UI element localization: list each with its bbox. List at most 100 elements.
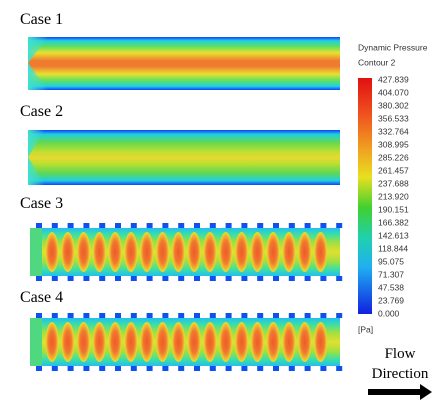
rib (83, 313, 90, 318)
colorbar-label: 142.613 (378, 230, 409, 240)
rib (304, 313, 311, 318)
colorbar (358, 78, 372, 314)
rib (146, 366, 153, 371)
rib (67, 223, 74, 228)
colorbar-label: 95.075 (378, 256, 404, 266)
pressure-cell (140, 322, 154, 362)
rib (241, 366, 248, 371)
pressure-cell (235, 322, 249, 362)
rib (209, 313, 216, 318)
pressure-cell (250, 322, 264, 362)
rib (336, 366, 343, 371)
pressure-cell (61, 232, 75, 272)
rib (209, 276, 216, 281)
rib (162, 276, 169, 281)
pressure-cell (314, 322, 328, 362)
rib (288, 223, 295, 228)
contour (28, 37, 340, 90)
pressure-cell (140, 232, 154, 272)
rib (257, 223, 264, 228)
rib (304, 223, 311, 228)
rib (178, 223, 185, 228)
pressure-cell (124, 232, 138, 272)
rib (99, 366, 106, 371)
rib (320, 313, 327, 318)
legend-unit: [Pa] (358, 324, 373, 334)
colorbar-label: 118.844 (378, 243, 408, 253)
colorbar-label: 71.307 (378, 269, 404, 279)
pressure-cell (77, 322, 91, 362)
rib (288, 313, 295, 318)
rib (36, 276, 42, 281)
rib (51, 313, 58, 318)
pressure-cell (92, 232, 106, 272)
pressure-cell (203, 322, 217, 362)
rib (130, 223, 137, 228)
pressure-cell (250, 232, 264, 272)
rib (209, 223, 216, 228)
pressure-cell (171, 322, 185, 362)
colorbar-label: 190.151 (378, 204, 409, 214)
flow-label: Flow (385, 346, 416, 362)
pressure-cell (92, 322, 106, 362)
rib (162, 223, 169, 228)
rib (115, 366, 121, 371)
rib (83, 223, 90, 228)
rib (67, 276, 74, 281)
pressure-cell (45, 232, 59, 272)
colorbar-label: 261.457 (378, 165, 409, 175)
colorbar-label: 0.000 (378, 308, 400, 318)
rib (320, 223, 327, 228)
colorbar-label: 166.382 (378, 217, 409, 227)
legend-subtitle: Contour 2 (358, 57, 396, 67)
rib (257, 313, 264, 318)
legend-title: Dynamic Pressure (358, 42, 428, 52)
pressure-cell (124, 322, 138, 362)
pressure-cell (282, 232, 296, 272)
rib (178, 366, 185, 371)
inlet-region (30, 228, 42, 276)
rib (336, 276, 343, 281)
rib (273, 366, 279, 371)
rib (336, 223, 343, 228)
flow-label: Direction (372, 366, 429, 382)
rib (257, 366, 264, 371)
rib (194, 366, 200, 371)
pressure-cell (45, 322, 59, 362)
rib (51, 366, 58, 371)
rib (99, 223, 106, 228)
inlet-region (28, 37, 48, 90)
rib (146, 276, 153, 281)
rib (83, 276, 90, 281)
rib (273, 223, 279, 228)
rib (162, 366, 169, 371)
rib (67, 313, 74, 318)
rib (115, 276, 121, 281)
rib (225, 366, 232, 371)
pressure-cell (235, 232, 249, 272)
rib (209, 366, 216, 371)
colorbar-label: 404.070 (378, 87, 409, 97)
rib (336, 313, 343, 318)
pressure-cell (266, 322, 280, 362)
rib (225, 313, 232, 318)
rib (320, 366, 327, 371)
rib (241, 313, 248, 318)
pressure-cell (282, 322, 296, 362)
rib (162, 313, 169, 318)
rib (115, 313, 121, 318)
rib (178, 313, 185, 318)
pressure-cell (156, 322, 170, 362)
colorbar-label: 356.533 (378, 113, 409, 123)
rib (241, 276, 248, 281)
rib (241, 223, 248, 228)
rib (36, 366, 42, 371)
colorbar-label: 332.764 (378, 126, 409, 136)
pressure-cell (219, 322, 233, 362)
rib (225, 276, 232, 281)
rib (194, 223, 200, 228)
contour-group (30, 313, 343, 371)
rib (51, 276, 58, 281)
inlet-region (28, 130, 45, 185)
